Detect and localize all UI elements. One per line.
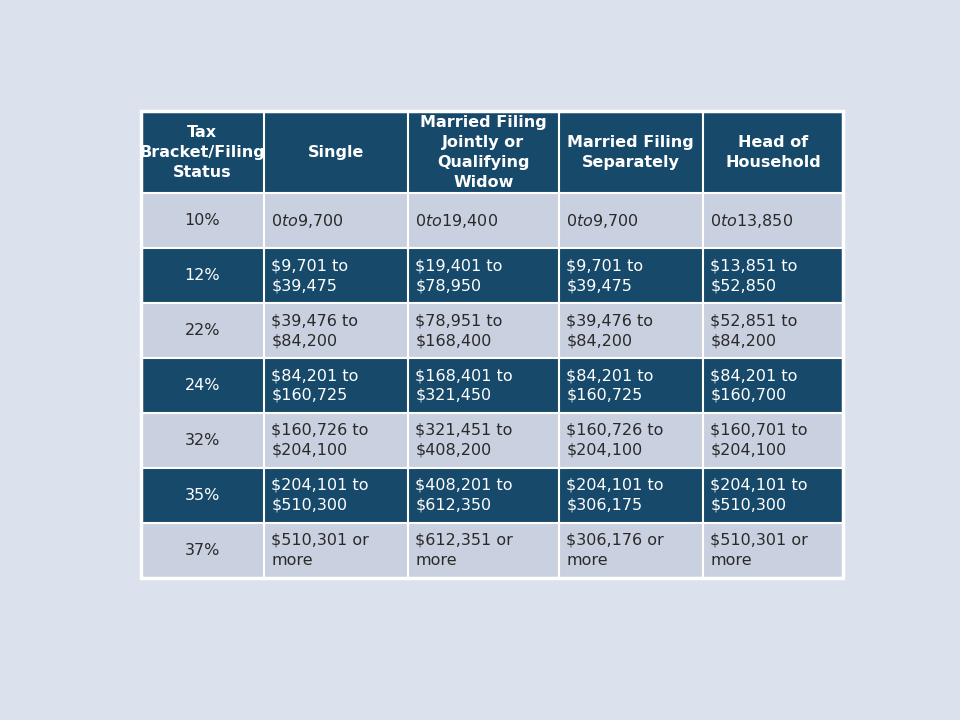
Text: $39,476 to
$84,200: $39,476 to $84,200 bbox=[271, 313, 358, 348]
Text: $13,851 to
$52,850: $13,851 to $52,850 bbox=[710, 258, 798, 293]
Bar bbox=[408, 194, 559, 248]
Bar bbox=[559, 248, 703, 303]
Text: $510,301 or
more: $510,301 or more bbox=[710, 533, 808, 567]
Text: $160,701 to
$204,100: $160,701 to $204,100 bbox=[710, 423, 807, 458]
Text: $160,726 to
$204,100: $160,726 to $204,100 bbox=[271, 423, 369, 458]
Bar bbox=[703, 358, 843, 413]
Text: $19,401 to
$78,950: $19,401 to $78,950 bbox=[415, 258, 502, 293]
Bar bbox=[264, 194, 408, 248]
Text: $321,451 to
$408,200: $321,451 to $408,200 bbox=[415, 423, 513, 458]
Text: $0 to $19,400: $0 to $19,400 bbox=[415, 212, 498, 230]
Text: 12%: 12% bbox=[184, 269, 220, 283]
Text: $510,301 or
more: $510,301 or more bbox=[271, 533, 369, 567]
Text: $0 to $9,700: $0 to $9,700 bbox=[271, 212, 344, 230]
Bar bbox=[408, 303, 559, 358]
Bar bbox=[264, 248, 408, 303]
Text: $204,101 to
$306,175: $204,101 to $306,175 bbox=[566, 478, 663, 513]
Text: $52,851 to
$84,200: $52,851 to $84,200 bbox=[710, 313, 798, 348]
Bar bbox=[559, 112, 703, 194]
Text: 10%: 10% bbox=[184, 213, 220, 228]
Text: $612,351 or
more: $612,351 or more bbox=[415, 533, 513, 567]
Bar bbox=[559, 194, 703, 248]
Bar bbox=[141, 194, 264, 248]
Bar bbox=[559, 413, 703, 468]
Text: $160,726 to
$204,100: $160,726 to $204,100 bbox=[566, 423, 663, 458]
Text: Married Filing
Separately: Married Filing Separately bbox=[567, 135, 694, 170]
Text: $0 to $9,700: $0 to $9,700 bbox=[566, 212, 639, 230]
Bar bbox=[703, 468, 843, 523]
Text: 37%: 37% bbox=[184, 543, 220, 558]
Text: $84,201 to
$160,725: $84,201 to $160,725 bbox=[271, 368, 358, 403]
Bar bbox=[559, 523, 703, 577]
Text: $204,101 to
$510,300: $204,101 to $510,300 bbox=[710, 478, 807, 513]
Bar bbox=[264, 468, 408, 523]
Text: 35%: 35% bbox=[184, 487, 220, 503]
Bar bbox=[141, 523, 264, 577]
Text: $9,701 to
$39,475: $9,701 to $39,475 bbox=[271, 258, 348, 293]
Text: Single: Single bbox=[307, 145, 364, 160]
Text: 22%: 22% bbox=[184, 323, 220, 338]
Bar bbox=[559, 303, 703, 358]
Bar bbox=[408, 413, 559, 468]
Text: $39,476 to
$84,200: $39,476 to $84,200 bbox=[566, 313, 653, 348]
Text: $84,201 to
$160,700: $84,201 to $160,700 bbox=[710, 368, 798, 403]
Text: Tax
Bracket/Filing
Status: Tax Bracket/Filing Status bbox=[139, 125, 265, 180]
Text: $168,401 to
$321,450: $168,401 to $321,450 bbox=[415, 368, 513, 403]
Text: $9,701 to
$39,475: $9,701 to $39,475 bbox=[566, 258, 643, 293]
Bar bbox=[264, 303, 408, 358]
Bar bbox=[264, 358, 408, 413]
Bar bbox=[141, 358, 264, 413]
Text: Married Filing
Jointly or
Qualifying
Widow: Married Filing Jointly or Qualifying Wid… bbox=[420, 115, 546, 189]
Bar bbox=[408, 112, 559, 194]
Text: $408,201 to
$612,350: $408,201 to $612,350 bbox=[415, 478, 513, 513]
Text: 32%: 32% bbox=[184, 433, 220, 448]
Text: $306,176 or
more: $306,176 or more bbox=[566, 533, 664, 567]
Text: 24%: 24% bbox=[184, 378, 220, 393]
Bar bbox=[559, 358, 703, 413]
Bar bbox=[703, 112, 843, 194]
Bar bbox=[559, 468, 703, 523]
Text: $84,201 to
$160,725: $84,201 to $160,725 bbox=[566, 368, 654, 403]
Bar bbox=[408, 358, 559, 413]
Bar bbox=[264, 112, 408, 194]
Bar bbox=[703, 413, 843, 468]
Text: $204,101 to
$510,300: $204,101 to $510,300 bbox=[271, 478, 369, 513]
Text: $78,951 to
$168,400: $78,951 to $168,400 bbox=[415, 313, 502, 348]
Bar bbox=[703, 248, 843, 303]
Bar bbox=[408, 248, 559, 303]
Bar bbox=[141, 413, 264, 468]
Bar bbox=[408, 468, 559, 523]
Bar bbox=[264, 523, 408, 577]
Bar bbox=[141, 468, 264, 523]
Bar bbox=[264, 413, 408, 468]
Bar bbox=[703, 303, 843, 358]
Text: $0 to $13,850: $0 to $13,850 bbox=[710, 212, 793, 230]
Bar bbox=[141, 303, 264, 358]
Bar bbox=[703, 194, 843, 248]
Bar bbox=[408, 523, 559, 577]
Bar bbox=[141, 112, 843, 577]
Bar bbox=[141, 112, 264, 194]
Text: Head of
Household: Head of Household bbox=[725, 135, 821, 170]
Bar bbox=[141, 248, 264, 303]
Bar bbox=[703, 523, 843, 577]
